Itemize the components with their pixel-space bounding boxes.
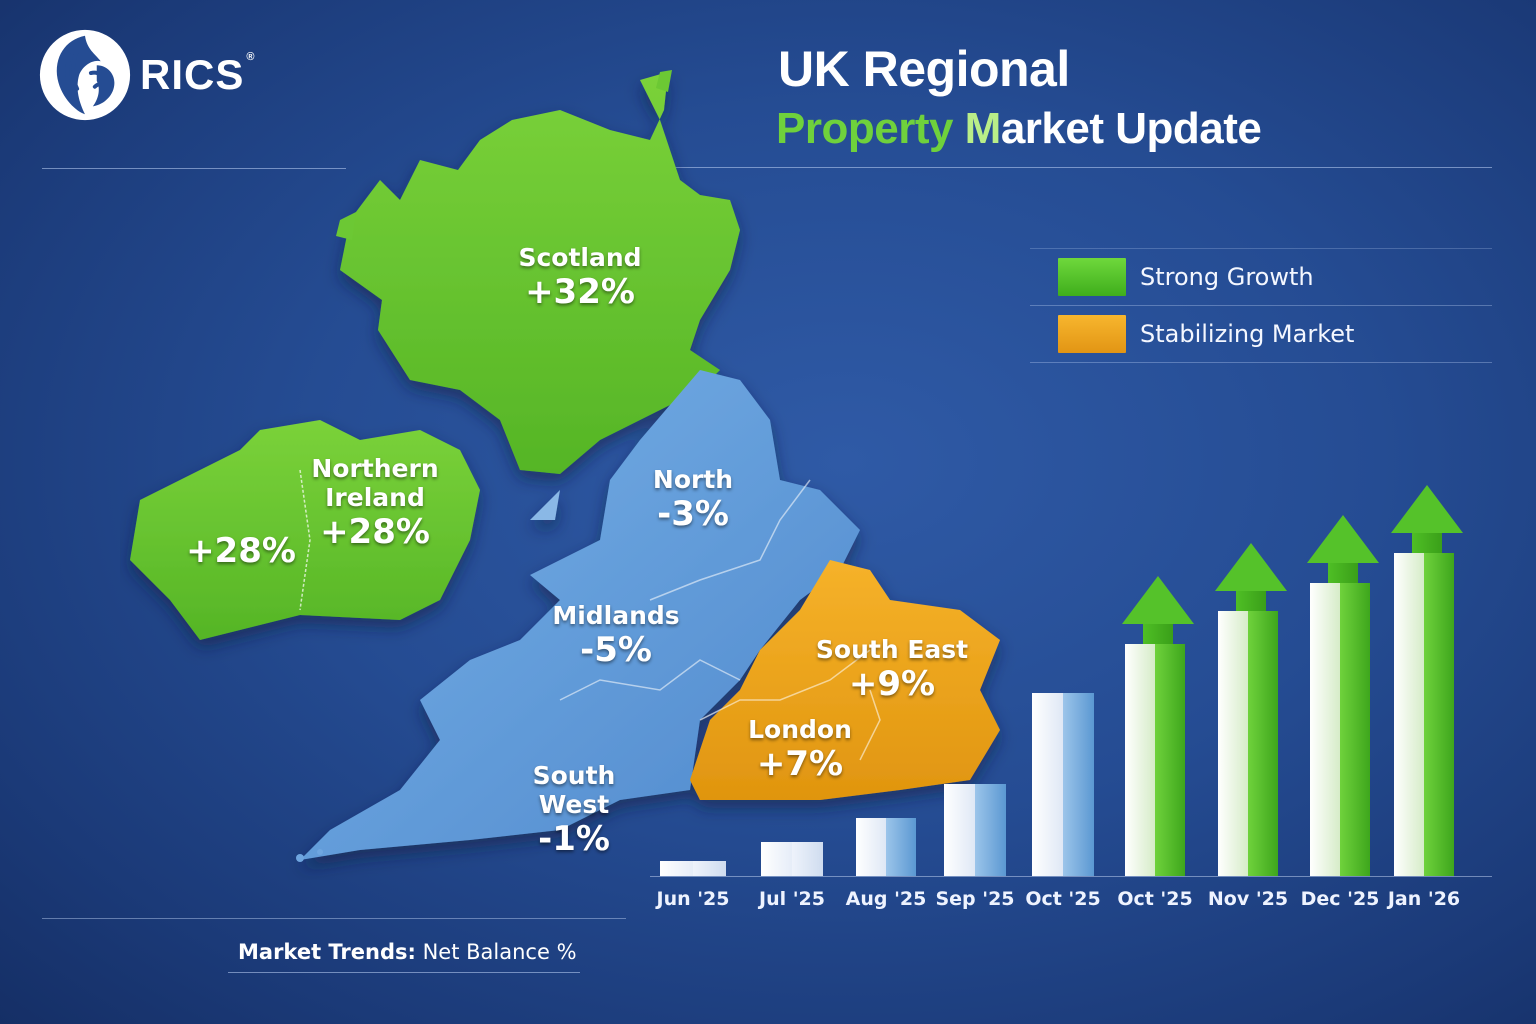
label-scotland: Scotland +32%	[518, 243, 642, 312]
title-line-2: Property Market Update	[776, 104, 1262, 153]
label-midlands: Midlands -5%	[552, 601, 680, 670]
divider-left	[42, 168, 346, 169]
label-south-west: South West -1%	[532, 761, 616, 859]
bar-4	[944, 784, 1006, 876]
lion-logo-icon	[39, 29, 131, 121]
region-scotland	[340, 72, 740, 474]
label-northern-ireland: Northern Ireland +28%	[311, 454, 439, 552]
uk-ireland-map	[130, 70, 1000, 862]
up-arrow-icon	[1215, 543, 1287, 591]
x-axis-label: Jun '25	[656, 888, 730, 910]
x-axis-label: Sep '25	[935, 888, 1015, 910]
up-arrow-icon	[1391, 485, 1463, 533]
arrow-shaft	[1236, 591, 1266, 611]
bar-7	[1218, 611, 1278, 876]
legend-label: Strong Growth	[1140, 263, 1314, 291]
legend-label: Stabilizing Market	[1140, 320, 1355, 348]
legend-item-stabilizing: Stabilizing Market	[1030, 306, 1492, 363]
region-south-east-london	[690, 560, 1000, 800]
divider-bottom	[42, 918, 626, 919]
bar-2	[761, 842, 823, 876]
bar-6	[1125, 644, 1185, 876]
x-axis-label: Aug '25	[845, 888, 927, 910]
arrow-shaft	[1412, 533, 1442, 553]
x-axis-label: Nov '25	[1207, 888, 1289, 910]
legend: Strong Growth Stabilizing Market	[1030, 248, 1492, 363]
chart-caption: Market Trends: Net Balance %	[238, 940, 577, 964]
title-line-1: UK Regional	[778, 41, 1070, 97]
region-england-wales-blue	[300, 370, 860, 860]
title-divider	[672, 167, 1492, 168]
label-ireland: +28%	[186, 531, 296, 571]
bar-8	[1310, 583, 1370, 876]
region-ireland	[130, 420, 480, 640]
bar-9	[1394, 553, 1454, 876]
arrow-shaft	[1328, 563, 1358, 583]
bar-5	[1032, 693, 1094, 876]
label-south-east: South East +9%	[815, 635, 969, 704]
bar-3	[856, 818, 916, 876]
trend-bar-chart: Jun '25 Jul '25 Aug '25 Sep '25 Oct '25 Oct '…	[640, 480, 1520, 920]
rics-logo: RICS ®	[36, 26, 255, 124]
legend-swatch-green	[1058, 258, 1126, 296]
arrow-shaft	[1143, 624, 1173, 644]
label-london: London +7%	[748, 715, 852, 784]
x-axis-label: Oct '25	[1117, 888, 1193, 910]
bar-1	[660, 861, 726, 876]
legend-item-strong-growth: Strong Growth	[1030, 248, 1492, 306]
caption-underline	[228, 972, 580, 973]
up-arrow-icon	[1122, 576, 1194, 624]
up-arrow-icon	[1307, 515, 1379, 563]
brand-name: RICS ®	[140, 51, 256, 98]
x-axis-label: Oct '25	[1025, 888, 1101, 910]
x-axis-label: Dec '25	[1300, 888, 1380, 910]
legend-swatch-orange	[1058, 315, 1126, 353]
chart-baseline	[650, 876, 1492, 877]
x-axis-label: Jul '25	[759, 888, 825, 910]
label-north: North -3%	[652, 465, 734, 534]
x-axis-label: Jan '26	[1387, 888, 1461, 910]
